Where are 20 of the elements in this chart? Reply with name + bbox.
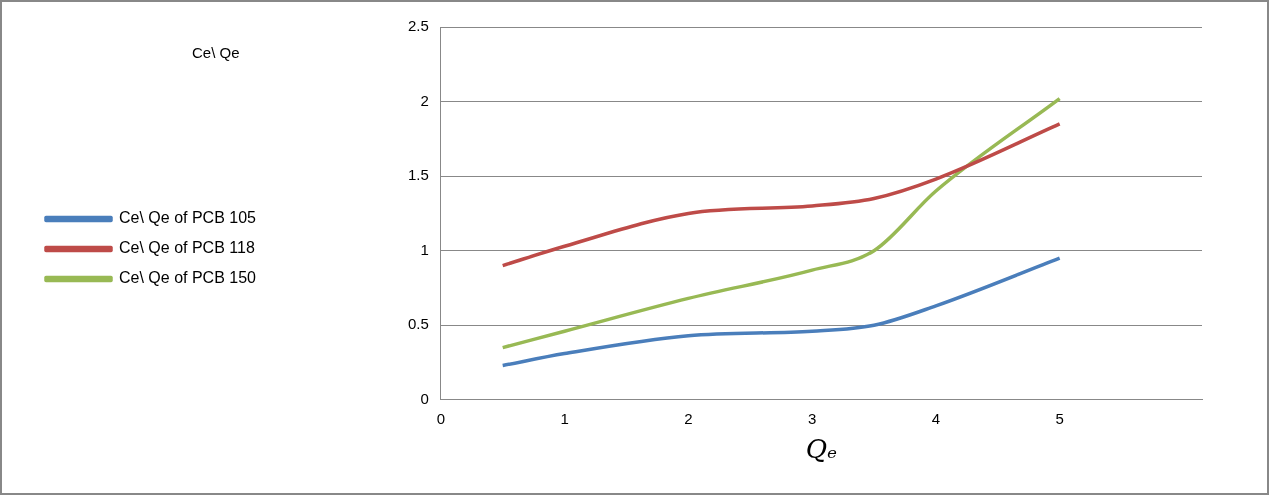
x-tick-label: 2 (684, 409, 693, 427)
x-tick-label: 4 (931, 409, 941, 427)
line-series (500, 256, 1062, 368)
y-tick-label: 0.5 (407, 315, 429, 333)
legend-label: Ce\ Qe of PCB 118 (119, 239, 255, 257)
x-tick-label: 3 (807, 409, 817, 427)
x-axis-title: Qₑ (805, 434, 838, 465)
legend-label: Ce\ Qe of PCB 150 (119, 269, 257, 287)
y-tick-label: 2 (420, 91, 429, 109)
y-tick-label: 2.5 (407, 17, 429, 35)
y-tick-label: 1 (420, 240, 429, 258)
x-tick-label: 5 (1055, 409, 1064, 427)
legend-label: Ce\ Qe of PCB 105 (119, 209, 257, 227)
x-tick-label: 1 (560, 409, 569, 427)
y-tick-label: 1.5 (407, 166, 429, 184)
y-tick-label: 0 (420, 389, 429, 407)
x-tick-label: 0 (436, 409, 445, 427)
text: Ce\ Qe (192, 44, 240, 61)
line-series (500, 122, 1062, 268)
line-series (500, 96, 1062, 350)
